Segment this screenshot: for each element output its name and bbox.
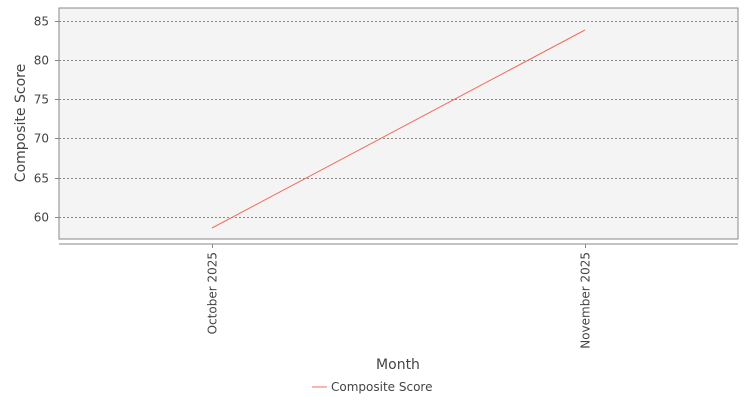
legend: Composite Score xyxy=(312,380,432,394)
x-tick-label: October 2025 xyxy=(206,252,220,334)
plot-area xyxy=(58,7,739,240)
y-axis-title: Composite Score xyxy=(13,64,29,182)
y-tick-label: 75 xyxy=(34,93,49,107)
y-tick-label: 80 xyxy=(34,54,49,68)
x-tick-labels: October 2025 November 2025 xyxy=(206,252,593,349)
legend-label-composite-score: Composite Score xyxy=(331,380,432,394)
series-lines xyxy=(211,29,586,229)
y-tick-label: 60 xyxy=(34,211,49,225)
gridlines xyxy=(59,21,738,218)
x-tick-label: November 2025 xyxy=(579,252,593,349)
x-axis-title: Month xyxy=(376,357,420,373)
axes xyxy=(55,8,738,248)
y-tick-label: 65 xyxy=(34,172,49,186)
y-tick-label: 70 xyxy=(34,132,49,146)
y-tick-labels: 60 65 70 75 80 85 xyxy=(34,15,49,225)
series-line-composite-score xyxy=(211,29,586,229)
y-tick-label: 85 xyxy=(34,15,49,29)
